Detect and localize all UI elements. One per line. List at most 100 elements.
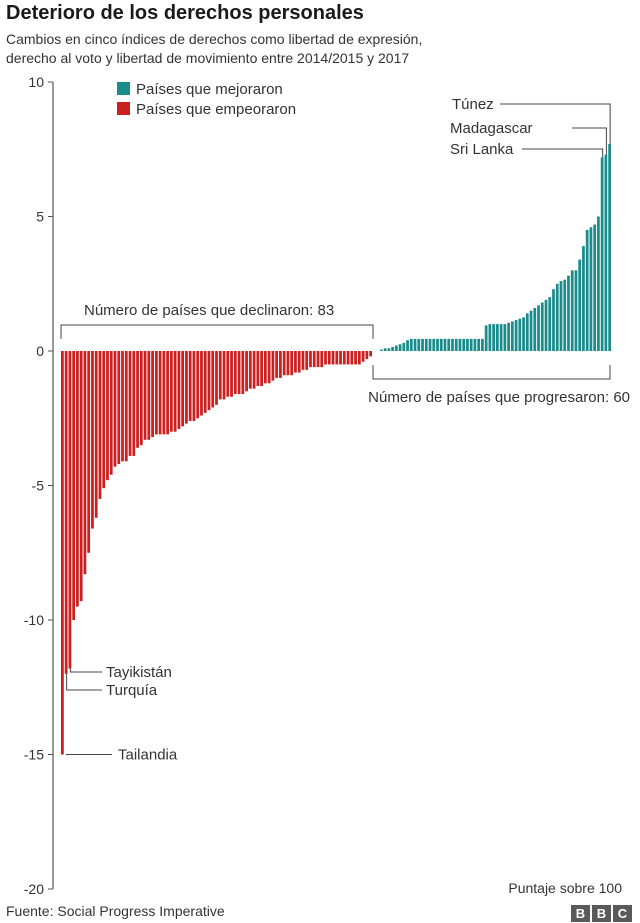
bar-improved (578, 259, 582, 351)
bar-improved (597, 216, 600, 351)
bar-worsened (354, 351, 357, 365)
label-madagascar: Madagascar (450, 120, 533, 137)
bar-worsened (286, 351, 290, 376)
label-tailandia: Tailandia (118, 747, 178, 764)
bar-worsened (102, 351, 106, 489)
bar-worsened (361, 351, 365, 362)
bar-worsened (98, 351, 102, 499)
bar-improved (443, 338, 447, 351)
bar-improved (514, 320, 518, 351)
bar-worsened (320, 351, 324, 368)
bar-worsened (279, 351, 282, 378)
bar-worsened (316, 351, 320, 368)
bar-improved (492, 324, 495, 351)
bar-worsened (139, 351, 143, 446)
bar-worsened (121, 351, 124, 462)
bar-improved (503, 324, 507, 351)
bar-improved (510, 321, 514, 351)
bar-worsened (215, 351, 218, 405)
bar-worsened (309, 351, 312, 368)
bar-improved (383, 348, 387, 351)
bar-worsened (185, 351, 188, 424)
label-sri-lanka: Sri Lanka (450, 141, 514, 158)
bar-worsened (282, 351, 286, 376)
bar-worsened (136, 351, 139, 448)
bar-improved (537, 305, 540, 351)
bar-worsened (192, 351, 196, 421)
bar-worsened (143, 351, 147, 440)
bar-worsened (263, 351, 267, 384)
bar-worsened (218, 351, 222, 400)
bar-improved (413, 338, 417, 351)
bar-worsened (177, 351, 181, 430)
bbc-logo: B B C (571, 905, 632, 922)
bar-worsened (158, 351, 162, 435)
bar-worsened (275, 351, 279, 378)
leader-sri-lanka (522, 148, 604, 158)
bar-improved (593, 224, 597, 351)
logo-letter-b2: B (592, 905, 611, 922)
bar-worsened (290, 351, 294, 376)
declined-annotation: Número de países que declinaron: 83 (84, 302, 334, 319)
bar-worsened (357, 351, 361, 365)
y-tick-label: 10 (28, 74, 44, 90)
bar-improved (484, 325, 488, 351)
bar-improved (391, 346, 394, 351)
legend-swatch (117, 102, 130, 115)
bar-worsened (188, 351, 192, 421)
legend-label: Países que empeoraron (136, 101, 296, 118)
bar-worsened (271, 351, 275, 381)
bar-improved (409, 338, 413, 351)
bar-worsened (226, 351, 230, 397)
bar-improved (462, 338, 466, 351)
bar-worsened (113, 351, 117, 467)
bar-improved (518, 318, 522, 351)
bar-worsened (248, 351, 252, 389)
bar-worsened (106, 351, 109, 481)
bar-improved (394, 345, 398, 351)
label-turquia: Turquía (106, 682, 158, 699)
y-tick-label: -5 (32, 478, 45, 494)
bar-worsened (342, 351, 346, 365)
bar-worsened (312, 351, 316, 368)
bar-improved (421, 338, 424, 351)
bar-improved (525, 313, 529, 351)
bar-worsened (64, 351, 68, 674)
y-tick-label: -20 (24, 881, 44, 897)
bar-worsened (241, 351, 245, 395)
bar-worsened (76, 351, 79, 607)
bar-improved (589, 227, 593, 351)
bar-improved (477, 338, 481, 351)
bar-worsened (256, 351, 260, 386)
bar-improved (540, 302, 544, 351)
bar-worsened (346, 351, 350, 365)
bar-worsened (68, 351, 72, 669)
bar-improved (608, 143, 611, 351)
progressed-annotation: Número de países que progresaron: 60 (368, 389, 630, 406)
bar-worsened (233, 351, 237, 395)
bar-improved (398, 344, 402, 351)
bar-worsened (173, 351, 177, 432)
y-tick-label: 0 (36, 343, 44, 359)
bar-worsened (87, 351, 91, 553)
source-note: Fuente: Social Progress Imperative (6, 903, 225, 919)
bar-improved (436, 338, 439, 351)
subtitle-line-1: Cambios en cinco índices de derechos com… (6, 31, 423, 47)
bar-worsened (203, 351, 207, 413)
bar-worsened (200, 351, 203, 416)
bar-worsened (147, 351, 151, 440)
bar-worsened (237, 351, 241, 395)
bar-worsened (83, 351, 87, 575)
bar-worsened (79, 351, 83, 602)
bar-worsened (94, 351, 98, 518)
bar-worsened (128, 351, 132, 456)
bar-worsened (369, 351, 372, 357)
leader-tayikistan (69, 668, 102, 673)
bar-worsened (117, 351, 121, 464)
bar-improved (600, 157, 604, 351)
y-tick-label: -15 (24, 747, 44, 763)
bar-worsened (61, 351, 64, 755)
bar-improved (574, 270, 578, 351)
y-tick-label: 5 (36, 209, 44, 225)
bar-worsened (260, 351, 263, 386)
